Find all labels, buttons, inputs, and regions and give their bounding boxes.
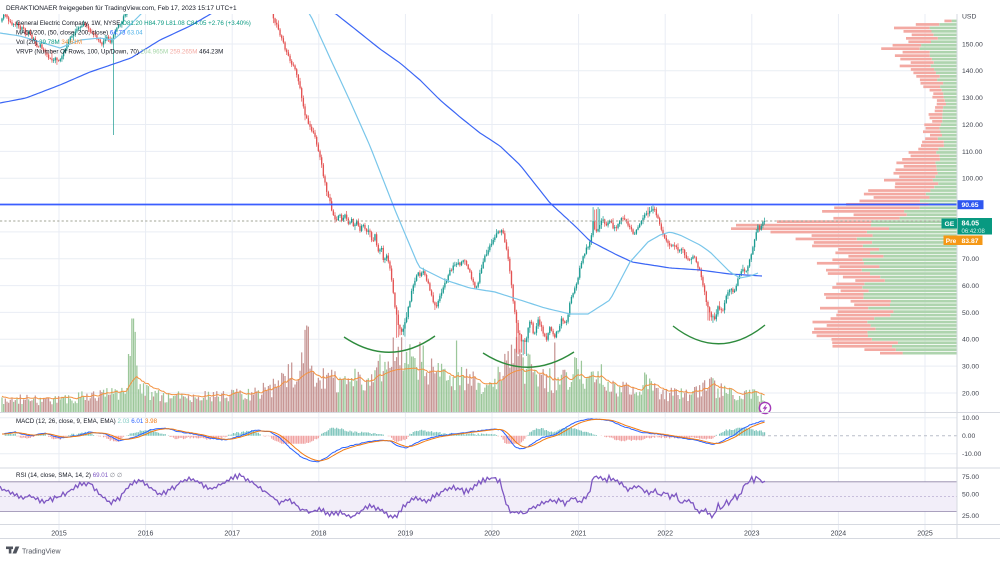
svg-text:50.00: 50.00 (962, 310, 979, 317)
svg-text:2024: 2024 (831, 531, 847, 538)
svg-text:70.00: 70.00 (962, 256, 979, 263)
svg-text:General Electric Company, 1W,: General Electric Company, 1W, NYSE O81.2… (16, 20, 251, 27)
svg-text:2023: 2023 (744, 531, 760, 538)
svg-text:50.00: 50.00 (962, 492, 979, 499)
svg-text:10.00: 10.00 (962, 415, 979, 422)
svg-text:84.05: 84.05 (962, 221, 980, 228)
svg-text:2021: 2021 (571, 531, 587, 538)
svg-text:30.00: 30.00 (962, 364, 979, 371)
svg-text:120.00: 120.00 (962, 122, 983, 129)
svg-text:83.87: 83.87 (962, 238, 979, 245)
svg-text:RSI (14, close, SMA, 14, 2) 69: RSI (14, close, SMA, 14, 2) 69.01 ∅ ∅ (16, 472, 122, 479)
svg-text:75.00: 75.00 (962, 474, 979, 481)
svg-text:20.00: 20.00 (962, 390, 979, 397)
svg-text:130.00: 130.00 (962, 95, 983, 102)
svg-text:VRVP (Number Of Rows, 100, Up/: VRVP (Number Of Rows, 100, Up/Down, 70) … (16, 49, 223, 56)
svg-text:2022: 2022 (657, 531, 673, 538)
svg-text:0.00: 0.00 (962, 433, 975, 440)
svg-text:90.65: 90.65 (962, 202, 979, 209)
svg-text:USD: USD (962, 13, 976, 20)
svg-text:2016: 2016 (138, 531, 154, 538)
svg-text:GE: GE (945, 221, 955, 228)
svg-text:40.00: 40.00 (962, 337, 979, 344)
svg-text:100.00: 100.00 (962, 176, 983, 183)
svg-text:MA50/200, (50, close, 200, clo: MA50/200, (50, close, 200, close) 64.73 … (16, 30, 143, 37)
svg-text:06:42:08: 06:42:08 (962, 229, 986, 235)
svg-text:25.00: 25.00 (962, 513, 979, 520)
svg-text:2025: 2025 (917, 531, 933, 538)
svg-text:2018: 2018 (311, 531, 327, 538)
svg-text:2020: 2020 (484, 531, 500, 538)
svg-text:MACD (12, 26, close, 9, EMA, E: MACD (12, 26, close, 9, EMA, EMA) 2.03 6… (16, 418, 158, 425)
svg-text:DERAKTIONAER freigegeben für T: DERAKTIONAER freigegeben für TradingView… (6, 5, 237, 12)
svg-text:2019: 2019 (398, 531, 414, 538)
svg-text:140.00: 140.00 (962, 68, 983, 75)
svg-text:150.00: 150.00 (962, 41, 983, 48)
svg-text:Vol (20) 39.78M 34.61M: Vol (20) 39.78M 34.61M (16, 39, 82, 46)
svg-text:2017: 2017 (224, 531, 240, 538)
svg-text:Pre: Pre (946, 238, 957, 245)
svg-text:60.00: 60.00 (962, 283, 979, 290)
svg-text:110.00: 110.00 (962, 149, 983, 156)
svg-text:-10.00: -10.00 (962, 451, 981, 458)
svg-text:TradingView: TradingView (22, 549, 61, 556)
svg-text:2015: 2015 (51, 531, 67, 538)
